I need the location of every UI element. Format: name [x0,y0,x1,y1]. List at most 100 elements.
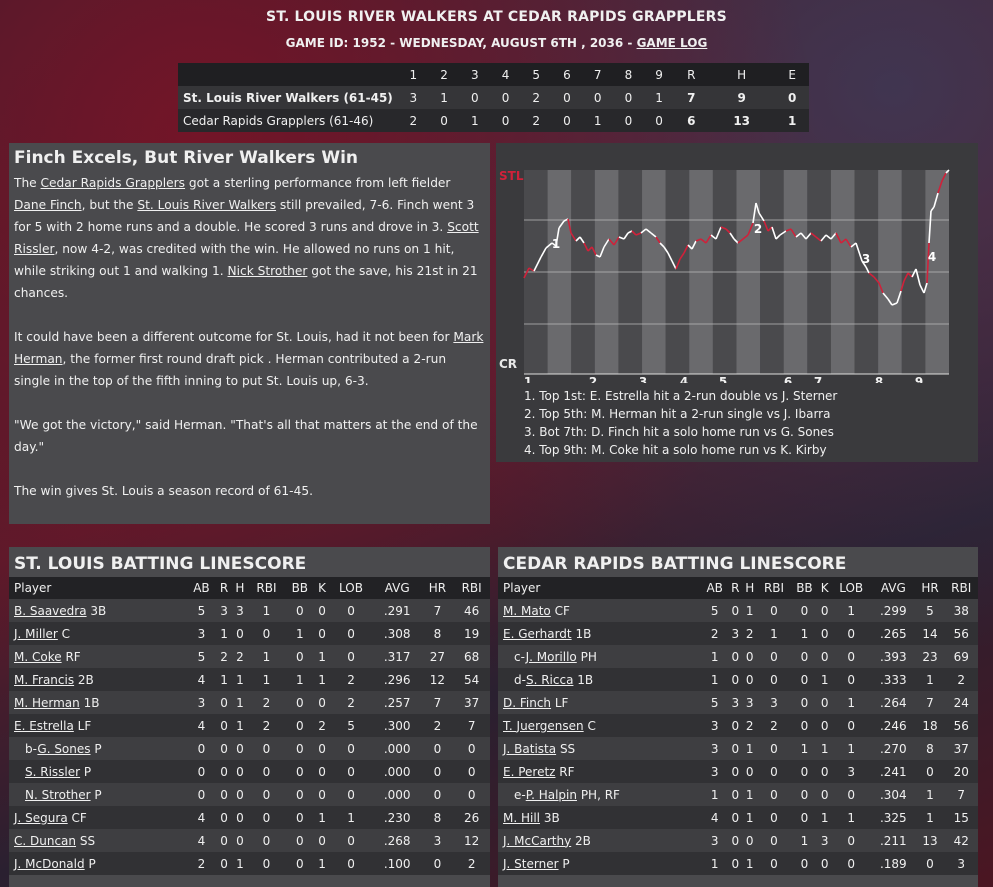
stat-cell: .230 [383,810,411,825]
stat-cell: 0 [220,764,228,779]
player-row: c-J. Morillo PH 1 0 0 0 0 0 0.393 23 69 [498,645,978,668]
story-link[interactable]: Scott Rissler [14,220,479,256]
player-position: P [94,787,102,802]
stat-cell: 0 [745,833,754,848]
stat-cell: 8 [926,741,934,756]
score-cell: 9 [737,90,746,105]
stl-batting-linescore: ST. LOUIS BATTING LINESCORE Player AB R H RB… [9,547,490,887]
stat-cell: .325 [879,810,907,825]
stat-cell: 1 [295,672,304,687]
stat-cell: 0 [770,787,778,802]
player-position: 2B [77,672,94,687]
player-row: J. Segura CF 4 0 0 0 0 1 1.230 8 26 [9,806,490,829]
player-name-link[interactable]: P. Halpin [525,787,577,802]
stat-cell: 4 [197,718,206,733]
player-name-link[interactable]: C. Duncan [14,833,77,848]
stat-cell: 0 [220,810,228,825]
win-prob-segment [618,236,625,240]
score-cell: 1 [593,113,602,128]
stat-cell: 0 [800,764,809,779]
story-link[interactable]: St. Louis River Walkers [137,198,277,212]
story-link[interactable]: Cedar Rapids Grapplers [40,176,186,190]
legend-item: 1. Top 1st: E. Estrella hit a 2-run doub… [524,389,838,403]
stat-cell: 0 [347,856,355,871]
team-name[interactable]: Cedar Rapids Grapplers (61-46) [183,113,374,128]
player-cell: E. Gerhardt 1B [498,622,701,645]
player-name-link[interactable]: E. Gerhardt [503,626,572,641]
stat-cell: 0 [262,833,271,848]
stat-cell: 4 [197,672,206,687]
player-position: C [587,718,596,733]
story-link[interactable]: Mark Herman [14,330,484,366]
player-name-link[interactable]: J. Morillo [525,649,577,664]
inning-header: 4 [501,67,510,82]
player-name-link[interactable]: M. Mato [503,603,551,618]
stat-cell: 0 [467,741,476,756]
player-name-link[interactable]: J. Sterner [503,856,559,871]
player-row: M. Herman 1B 3 0 1 2 0 0 2.257 7 37 [9,691,490,714]
player-name-link[interactable]: J. McCarthy [503,833,572,848]
column-header: RBI [944,577,978,599]
player-name-link[interactable]: B. Saavedra [14,603,87,618]
player-cell: C. Duncan SS [9,829,186,852]
stat-cell: 3 [710,764,719,779]
player-name-link[interactable]: J. McDonald [14,856,85,871]
win-prob-segment [926,242,930,284]
game-story: Finch Excels, But River Walkers Win The … [9,143,490,524]
stat-cell: 23 [922,649,938,664]
win-prob-segment [900,280,905,292]
player-name-link[interactable]: E. Peretz [503,764,556,779]
game-log-link[interactable]: GAME LOG [636,36,708,50]
stat-cell: 1 [220,626,228,641]
stat-cell: 0 [745,672,754,687]
player-name-link[interactable]: N. Strother [25,787,91,802]
player-name-link[interactable]: E. Estrella [14,718,74,733]
stat-cell: 42 [953,833,969,848]
player-name-link[interactable]: S. Ricca [525,672,574,687]
player-name-link[interactable]: M. Coke [14,649,62,664]
player-name-link[interactable]: M. Herman [14,695,80,710]
win-prob-segment [567,218,572,234]
win-prob-segment [779,230,787,236]
player-cell: J. McDonald P [9,852,186,875]
stat-cell: 37 [463,695,480,710]
stat-cell: 3 [847,764,855,779]
stat-cell: 1 [710,649,719,664]
stat-cell: 0 [847,718,855,733]
stat-cell: 5 [926,603,934,618]
stat-cell: 0 [800,856,809,871]
stat-cell: .300 [383,718,411,733]
stat-cell: 0 [731,833,740,848]
player-name-link[interactable]: J. Miller [14,626,58,641]
player-name-link[interactable]: S. Rissler [25,764,81,779]
win-prob-segment [878,282,884,294]
inning-tick-label: 1 [524,375,532,383]
player-name-link[interactable]: M. Francis [14,672,75,687]
legend-item: 2. Top 5th: M. Herman hit a 2-run single… [524,407,831,421]
stat-cell: .211 [879,833,907,848]
player-name-link[interactable]: D. Finch [503,695,552,710]
stat-cell: 1 [820,672,829,687]
stat-cell: 27 [429,649,446,664]
player-position: LF [77,718,92,733]
stat-cell: 2 [433,718,442,733]
win-prob-segment [603,238,610,248]
player-name-link[interactable]: J. Batista [503,741,557,756]
player-name-link[interactable]: T. Juergensen [503,718,584,733]
stat-cell: 0 [847,649,855,664]
stat-cell: 0 [347,741,355,756]
player-name-link[interactable]: G. Sones [37,741,91,756]
team-name[interactable]: St. Louis River Walkers (61-45) [183,90,393,105]
player-name-link[interactable]: J. Segura [14,810,68,825]
win-prob-segment [887,298,893,306]
score-cell: 6 [687,113,696,128]
player-row: E. Peretz RF 3 0 0 0 0 0 3.241 0 20 [498,760,978,783]
win-prob-segment [747,222,754,236]
player-name-link[interactable]: M. Hill [503,810,541,825]
stat-cell: 0 [820,718,829,733]
event-marker: 1 [552,237,560,251]
player-cell: M. Coke RF [9,645,186,668]
column-header: RBI [453,577,490,599]
story-link[interactable]: Nick Strother [227,264,308,278]
story-link[interactable]: Dane Finch [14,198,82,212]
